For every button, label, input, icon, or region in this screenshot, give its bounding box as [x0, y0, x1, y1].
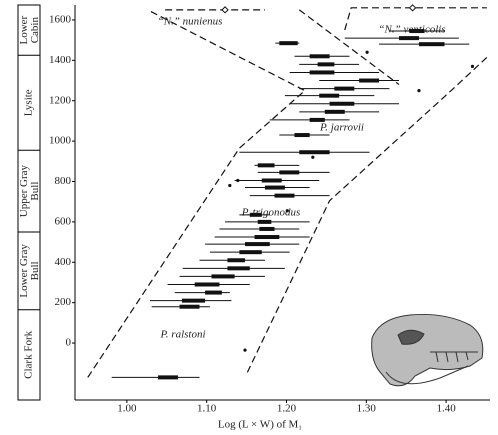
range-thick — [254, 235, 280, 240]
range-thick — [249, 212, 262, 217]
x-tick-label: 1.30 — [357, 403, 377, 415]
point — [311, 155, 315, 159]
y-tick-label: 600 — [55, 215, 72, 227]
x-tick-label: 1.10 — [197, 403, 217, 415]
annotation: P. trigonodus — [241, 207, 300, 219]
range-thick — [205, 290, 222, 295]
point — [243, 348, 247, 352]
y-tick-label: 0 — [66, 337, 72, 349]
boundary-line — [246, 54, 490, 373]
y-tick-label: 1600 — [49, 13, 72, 25]
range-thick — [227, 266, 250, 271]
stage-label: Clark Fork — [23, 330, 35, 378]
y-tick-label: 200 — [55, 296, 72, 308]
x-axis-label: Log (L × W) of M₁ — [218, 419, 302, 431]
range-thick — [239, 250, 262, 255]
point — [236, 178, 240, 183]
point — [285, 209, 289, 213]
x-tick-label: 1.20 — [277, 403, 297, 415]
range-thick — [299, 150, 330, 155]
range-thick — [227, 258, 245, 263]
range-thick — [309, 70, 335, 75]
range-thick — [261, 178, 282, 183]
range-thick — [409, 29, 425, 34]
range-thick — [324, 109, 345, 114]
range-thick — [279, 170, 300, 175]
point — [365, 50, 369, 54]
range-thick — [279, 41, 298, 46]
y-tick-label: 1200 — [49, 94, 72, 106]
range-thick — [334, 86, 355, 91]
x-tick-label: 1.40 — [436, 403, 456, 415]
range-thick — [274, 193, 295, 198]
range-thick — [329, 101, 355, 106]
range-thick — [179, 304, 200, 309]
range-thick — [244, 242, 270, 247]
range-thick — [309, 117, 325, 122]
range-thick — [194, 282, 220, 287]
range-thick — [309, 54, 330, 59]
boundary-line — [87, 9, 306, 378]
range-thick — [317, 62, 335, 67]
range-thick — [294, 133, 310, 138]
range-thick — [211, 274, 235, 279]
range-thick — [319, 93, 340, 98]
stage-label: Lysite — [23, 89, 35, 116]
y-tick-label: 800 — [55, 175, 72, 187]
range-thick — [264, 185, 285, 190]
stage-label: Lower GrayBull — [18, 244, 41, 298]
annotation: P. ralstoni — [159, 329, 205, 341]
stage-label: LowerCabin — [18, 15, 41, 44]
point — [228, 183, 232, 188]
point — [417, 89, 421, 93]
y-tick-label: 400 — [55, 256, 72, 268]
range-thick — [418, 42, 445, 47]
range-thick — [399, 36, 419, 41]
point — [470, 64, 475, 68]
range-thick — [181, 298, 206, 303]
range-thick — [158, 375, 178, 380]
range-thick — [359, 78, 380, 83]
boundary-line — [344, 7, 487, 31]
y-tick-label: 1000 — [49, 135, 72, 147]
range-thick — [257, 163, 275, 168]
diamond-marker — [408, 4, 417, 12]
boundary-line — [298, 9, 400, 86]
annotation: “N.” nunienus — [158, 16, 223, 28]
diamond-marker — [221, 6, 229, 14]
range-thick — [257, 219, 272, 224]
stage-label: Upper GrayBull — [18, 164, 41, 217]
range-thick — [259, 226, 275, 231]
annotation: P. jarrovii — [319, 122, 364, 134]
skull-illustration — [371, 314, 484, 387]
y-tick-label: 1400 — [49, 54, 72, 66]
x-tick-label: 1.00 — [117, 403, 137, 415]
